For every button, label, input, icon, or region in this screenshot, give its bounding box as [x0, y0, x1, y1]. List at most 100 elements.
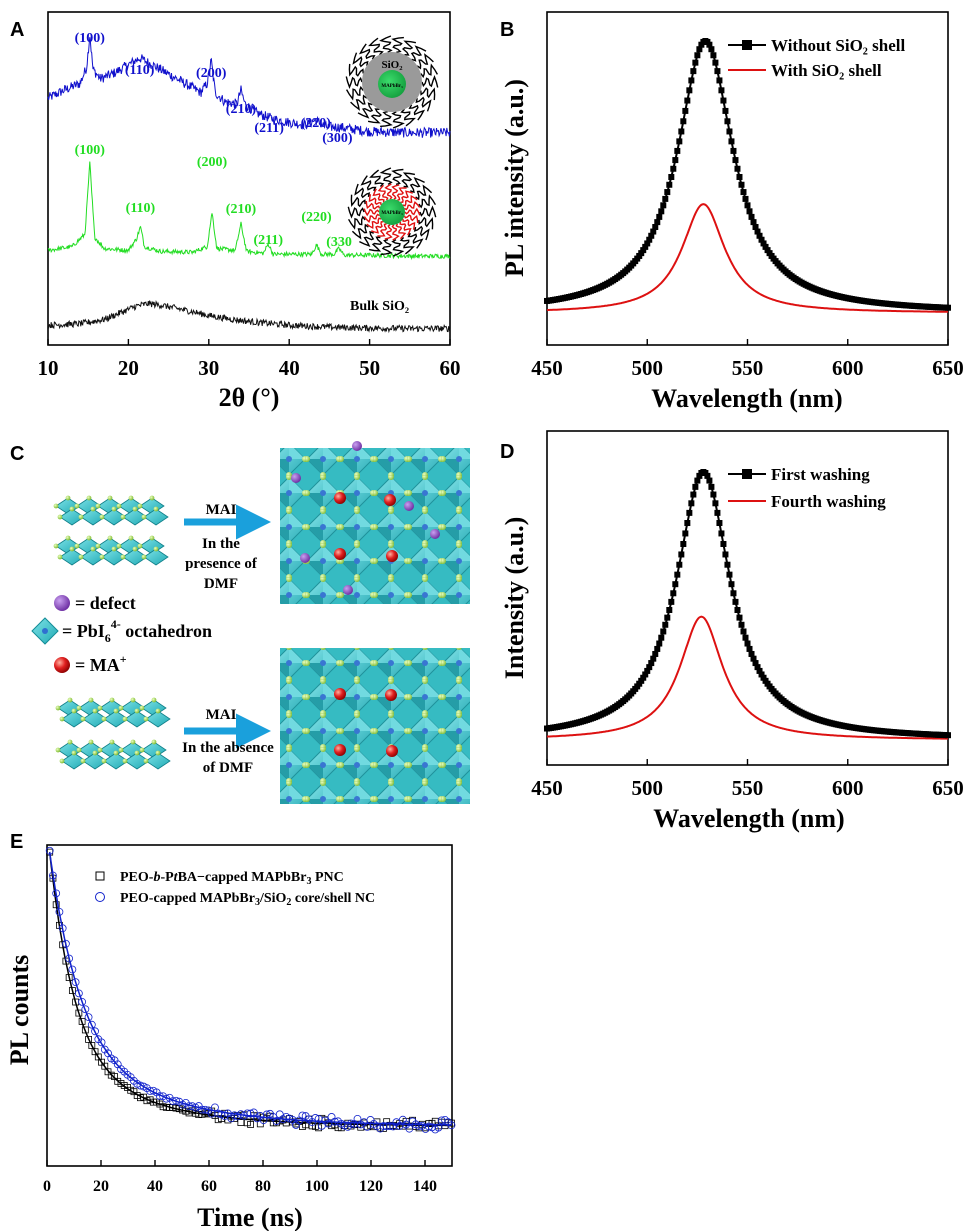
spectrum-point [734, 606, 741, 613]
spectrum-point [672, 581, 679, 588]
x-tick-label: 500 [632, 356, 664, 380]
spectrum-point [746, 645, 753, 652]
x-axis-title-b: Wavelength (nm) [651, 384, 842, 413]
x-tick-label: 600 [832, 776, 864, 800]
x-tick-label: 50 [359, 356, 380, 380]
spectrum-point [708, 483, 715, 490]
peak-label-green: (211) [254, 233, 284, 248]
micelle-core-label: MAPbBr₃ [381, 211, 403, 216]
spectrum-line [546, 39, 948, 309]
x-tick-label: 120 [359, 1178, 383, 1195]
spectrum-point [744, 640, 751, 647]
panel-letter-c: C [10, 443, 24, 465]
spectrum-point [752, 223, 759, 230]
spectrum-point [752, 660, 759, 667]
legend-marker-core-shell [95, 892, 105, 902]
y-axis-title-d: Intensity (a.u.) [500, 517, 529, 680]
spectrum-point [724, 118, 731, 125]
plot-frame-a [47, 11, 451, 346]
spectrum-point [720, 97, 727, 104]
legend-marker-first-washing [742, 469, 752, 479]
legend-label-with-shell: With SiO₂ shell [771, 61, 882, 80]
spectrum-point [710, 491, 717, 498]
panel-d: D 450 500 550 600 650 Wavelength (nm) Intens… [500, 430, 964, 833]
spectrum-point [742, 634, 749, 641]
decay-point [81, 1026, 89, 1034]
spectrum-point [692, 59, 699, 66]
decay-point [87, 1020, 96, 1029]
x-axis-ticks-b: 450 500 550 600 650 [531, 339, 964, 380]
spectrum-point [722, 551, 729, 558]
spectrum-point [646, 664, 653, 671]
fit-line [48, 851, 452, 1126]
spectrum-line [546, 203, 948, 313]
y-axis-title-e: PL counts [5, 955, 34, 1066]
decay-point [347, 1119, 355, 1128]
condition-top-line1: In the [202, 536, 240, 552]
spectrum-point [684, 97, 691, 104]
spectrum-point [762, 243, 769, 250]
legend-label-fourth-washing: Fourth washing [771, 492, 886, 511]
x-tick-label: 60 [201, 1178, 217, 1195]
x-tick-label: 450 [531, 776, 563, 800]
spectrum-point [656, 213, 663, 220]
decay-point [172, 1096, 180, 1105]
spectrum-point [710, 52, 717, 59]
legend-marker-pnc [95, 871, 105, 881]
decay-point [58, 924, 67, 933]
spectrum-point [746, 208, 753, 215]
decay-point [379, 1122, 388, 1130]
decay-point [97, 1038, 106, 1047]
plot-frame-b [546, 11, 949, 346]
spectrum-point [708, 46, 715, 53]
perovskite-lattice-defective [280, 441, 470, 604]
legend-e: PEO-b-PtBA−capped MAPbBr3 PNC PEO-capped… [95, 870, 375, 908]
x-tick-label: 0 [43, 1178, 51, 1195]
x-axis-ticks-d: 450 500 550 600 650 [531, 759, 964, 800]
decay-point [385, 1122, 394, 1130]
legend-octahedron: = PbI64- octahedron [62, 617, 212, 645]
spectrum-point [640, 247, 647, 254]
spectrum-point [945, 304, 951, 311]
decay-point [55, 907, 64, 916]
x-tick-label: 40 [147, 1178, 163, 1195]
octahedron-icon [31, 617, 59, 645]
spectrum-point [676, 138, 683, 145]
x-axis-ticks-a: 10 20 30 40 50 60 [38, 339, 461, 380]
x-tick-label: 10 [38, 356, 59, 380]
spectrum-point [650, 228, 657, 235]
panel-letter-a: A [10, 19, 24, 41]
spectrum-point [726, 571, 733, 578]
peak-label-green: (100) [75, 143, 106, 158]
xrd-series-0 [47, 37, 451, 138]
spectrum-point [712, 59, 719, 66]
peak-label-green: (110) [126, 201, 156, 216]
decay-point [78, 997, 86, 1006]
panel-b: B 450 500 550 600 650 Wavelength (nm) PL int… [500, 11, 964, 413]
spectrum-point [714, 68, 721, 75]
panel-letter-b: B [500, 19, 514, 41]
shell-label: SiO₂ [381, 59, 403, 71]
layered-precursor-stacks [53, 495, 171, 770]
panel-letter-e: E [10, 831, 23, 853]
decay-point [363, 1122, 372, 1131]
spectrum-point [738, 181, 745, 188]
micelle-schematic: MAPbBr₃ [347, 167, 437, 257]
x-tick-label: 600 [832, 356, 864, 380]
spectrum-point [660, 628, 667, 635]
spectrum-point [764, 247, 771, 254]
legend-label-first-washing: First washing [771, 465, 870, 484]
spectrum-point [730, 590, 737, 597]
spectrum-point [730, 147, 737, 154]
decay-point [327, 1113, 336, 1121]
spectrum-point [658, 208, 665, 215]
spectrum-point [652, 223, 659, 230]
spectrum-point [712, 500, 719, 507]
spectrum-point [654, 645, 661, 652]
peak-label-blue: (110) [125, 63, 155, 78]
spectrum-point [760, 240, 767, 247]
decay-point [447, 1121, 456, 1130]
legend-d: First washing Fourth washing [728, 465, 886, 511]
arrow-top-label: MAI [206, 502, 237, 518]
core-label: MAPbBr₃ [381, 84, 403, 89]
